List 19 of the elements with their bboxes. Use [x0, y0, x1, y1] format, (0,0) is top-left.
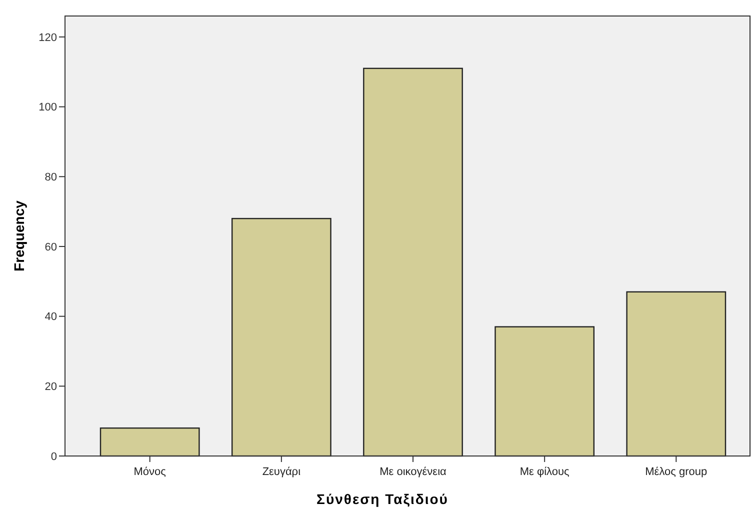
bar [100, 427, 200, 457]
bar [231, 218, 332, 457]
y-tick-label: 40 [44, 311, 57, 324]
y-tick-label: 80 [44, 171, 57, 184]
y-tick-label: 60 [44, 241, 57, 254]
x-tick-label: Μόνος [134, 466, 166, 478]
bar [363, 68, 463, 457]
y-tick-label: 20 [44, 381, 57, 394]
x-tick-label: Ζευγάρι [262, 466, 302, 478]
x-tick-label: Με οικογένεια [380, 466, 448, 478]
x-axis-title: Σύνθεση Ταξιδιού [316, 491, 448, 507]
y-tick-label: 0 [50, 450, 57, 463]
y-axis-title: Frequency [11, 200, 27, 272]
x-tick-label: Μέλος group [645, 466, 708, 478]
x-tick-label: Με φίλους [520, 466, 570, 478]
bar [494, 326, 595, 457]
y-tick-label: 100 [38, 102, 57, 114]
y-tick-label: 120 [38, 32, 57, 44]
bar [626, 291, 726, 457]
